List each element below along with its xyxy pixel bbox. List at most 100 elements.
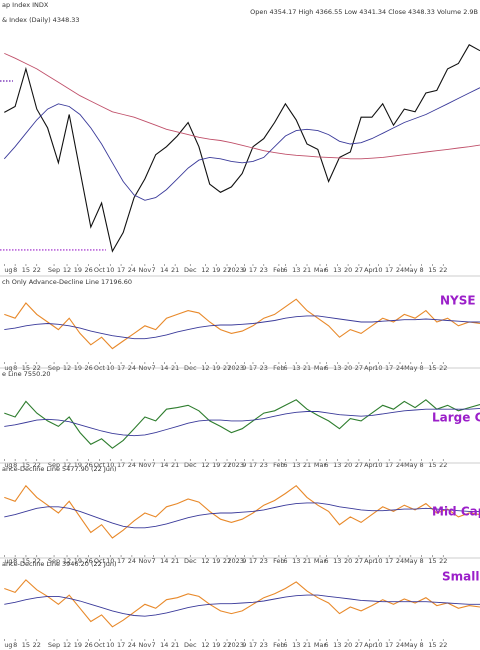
x-tick-label: 24 xyxy=(396,461,404,469)
x-tick-label: 8 xyxy=(420,461,424,469)
panel-tag: NYSE xyxy=(440,294,476,308)
x-tick-label: 17 xyxy=(249,557,257,565)
x-tick-label: 22 xyxy=(439,557,447,565)
x-tick-label: 7 xyxy=(151,461,155,469)
x-tick-label: 24 xyxy=(396,266,404,274)
panel-tag: Small C xyxy=(442,570,480,584)
x-tick-label: 6 xyxy=(324,557,328,565)
x-tick-label: 20 xyxy=(344,641,352,649)
x-tick-label: Dec xyxy=(184,266,197,274)
x-tick-label: Sep xyxy=(48,641,60,649)
x-tick-label: 26 xyxy=(85,266,93,274)
x-tick-label: Oct xyxy=(94,641,106,649)
panel-title: ance-Decline Line 5477.90 (22 Jun) xyxy=(2,465,117,473)
x-tick-label: 13 xyxy=(333,266,341,274)
x-tick-label: 21 xyxy=(303,266,311,274)
x-tick-label: 20 xyxy=(344,461,352,469)
x-tick-label: 21 xyxy=(171,557,179,565)
x-tick-label: 15 xyxy=(428,641,436,649)
x-tick-label: Dec xyxy=(184,641,197,649)
x-tick-label: 10 xyxy=(106,557,114,565)
x-tick-label: 21 xyxy=(171,266,179,274)
x-tick-label: 17 xyxy=(249,266,257,274)
x-tick-label: 22 xyxy=(33,641,41,649)
x-tick-label: 27 xyxy=(355,641,363,649)
x-tick-label: 27 xyxy=(223,461,231,469)
panel-title: ance-Decline Line 3946.20 (22 Jun) xyxy=(2,560,117,568)
x-tick-label: 26 xyxy=(85,461,93,469)
x-tick-label: May xyxy=(404,461,418,469)
x-tick-label: Nov xyxy=(139,641,152,649)
x-tick-label: Feb xyxy=(273,641,285,649)
series-line xyxy=(4,484,480,539)
x-tick-label: 15 xyxy=(22,266,30,274)
x-tick-label: Oct xyxy=(94,557,106,565)
series-line xyxy=(4,44,480,253)
x-tick-label: 7 xyxy=(151,266,155,274)
x-tick-label: 2023 xyxy=(227,266,244,274)
x-tick-label: 24 xyxy=(128,461,136,469)
x-tick-label: 8 xyxy=(420,641,424,649)
x-tick-label: Apr xyxy=(364,266,376,274)
x-tick-label: 23 xyxy=(260,461,268,469)
x-tick-label: 8 xyxy=(13,461,17,469)
series-line xyxy=(4,52,480,160)
x-tick-label: 17 xyxy=(117,461,125,469)
x-tick-label: 19 xyxy=(212,461,220,469)
x-tick-label: Oct xyxy=(94,266,106,274)
x-tick-label: 12 xyxy=(63,557,71,565)
x-tick-label: 15 xyxy=(22,557,30,565)
series-line xyxy=(4,594,480,617)
x-tick-label: 8 xyxy=(13,557,17,565)
panel-title: & Index (Daily) 4348.33 xyxy=(2,16,80,24)
x-tick-label: 13 xyxy=(292,557,300,565)
x-tick-label: 17 xyxy=(249,641,257,649)
x-tick-label: 12 xyxy=(63,266,71,274)
x-tick-label: 17 xyxy=(117,557,125,565)
x-tick-label: 10 xyxy=(374,557,382,565)
x-tick-label: 17 xyxy=(385,641,393,649)
x-tick-label: ug xyxy=(4,266,12,274)
x-tick-label: 6 xyxy=(283,266,287,274)
x-tick-label: Dec xyxy=(184,557,197,565)
x-tick-label: 26 xyxy=(85,557,93,565)
x-tick-label: 21 xyxy=(303,641,311,649)
x-tick-label: 22 xyxy=(33,557,41,565)
x-tick-label: 12 xyxy=(201,557,209,565)
x-tick-label: May xyxy=(404,557,418,565)
x-tick-label: 13 xyxy=(292,461,300,469)
x-tick-label: 8 xyxy=(420,266,424,274)
x-tick-label: Mar xyxy=(314,557,327,565)
x-tick-label: Mar xyxy=(314,641,327,649)
x-tick-label: 21 xyxy=(303,557,311,565)
panel-tag: Large Cap xyxy=(432,411,480,425)
x-tick-label: 7 xyxy=(151,557,155,565)
x-tick-label: May xyxy=(404,266,418,274)
x-tick-label: 19 xyxy=(74,266,82,274)
x-tick-label: 21 xyxy=(171,461,179,469)
x-tick-label: 13 xyxy=(333,641,341,649)
x-tick-label: ug xyxy=(4,461,12,469)
x-tick-label: 13 xyxy=(333,557,341,565)
x-tick-label: 15 xyxy=(428,461,436,469)
x-tick-label: ug xyxy=(4,641,12,649)
x-tick-label: 19 xyxy=(212,641,220,649)
x-tick-label: Apr xyxy=(364,557,376,565)
x-tick-label: 6 xyxy=(283,641,287,649)
x-tick-label: Feb xyxy=(273,461,285,469)
x-tick-label: 24 xyxy=(128,266,136,274)
x-tick-label: 17 xyxy=(385,461,393,469)
series-line xyxy=(4,298,480,350)
x-tick-label: Feb xyxy=(273,557,285,565)
x-tick-label: 23 xyxy=(260,266,268,274)
x-tick-label: Mar xyxy=(314,461,327,469)
x-tick-label: Feb xyxy=(273,266,285,274)
x-tick-label: 12 xyxy=(63,641,71,649)
series-line xyxy=(4,315,480,340)
x-tick-label: 27 xyxy=(355,557,363,565)
x-tick-label: 2023 xyxy=(227,557,244,565)
x-tick-label: 27 xyxy=(223,641,231,649)
panel-title: e Line 7550.20 xyxy=(2,370,51,378)
x-tick-label: 24 xyxy=(128,557,136,565)
